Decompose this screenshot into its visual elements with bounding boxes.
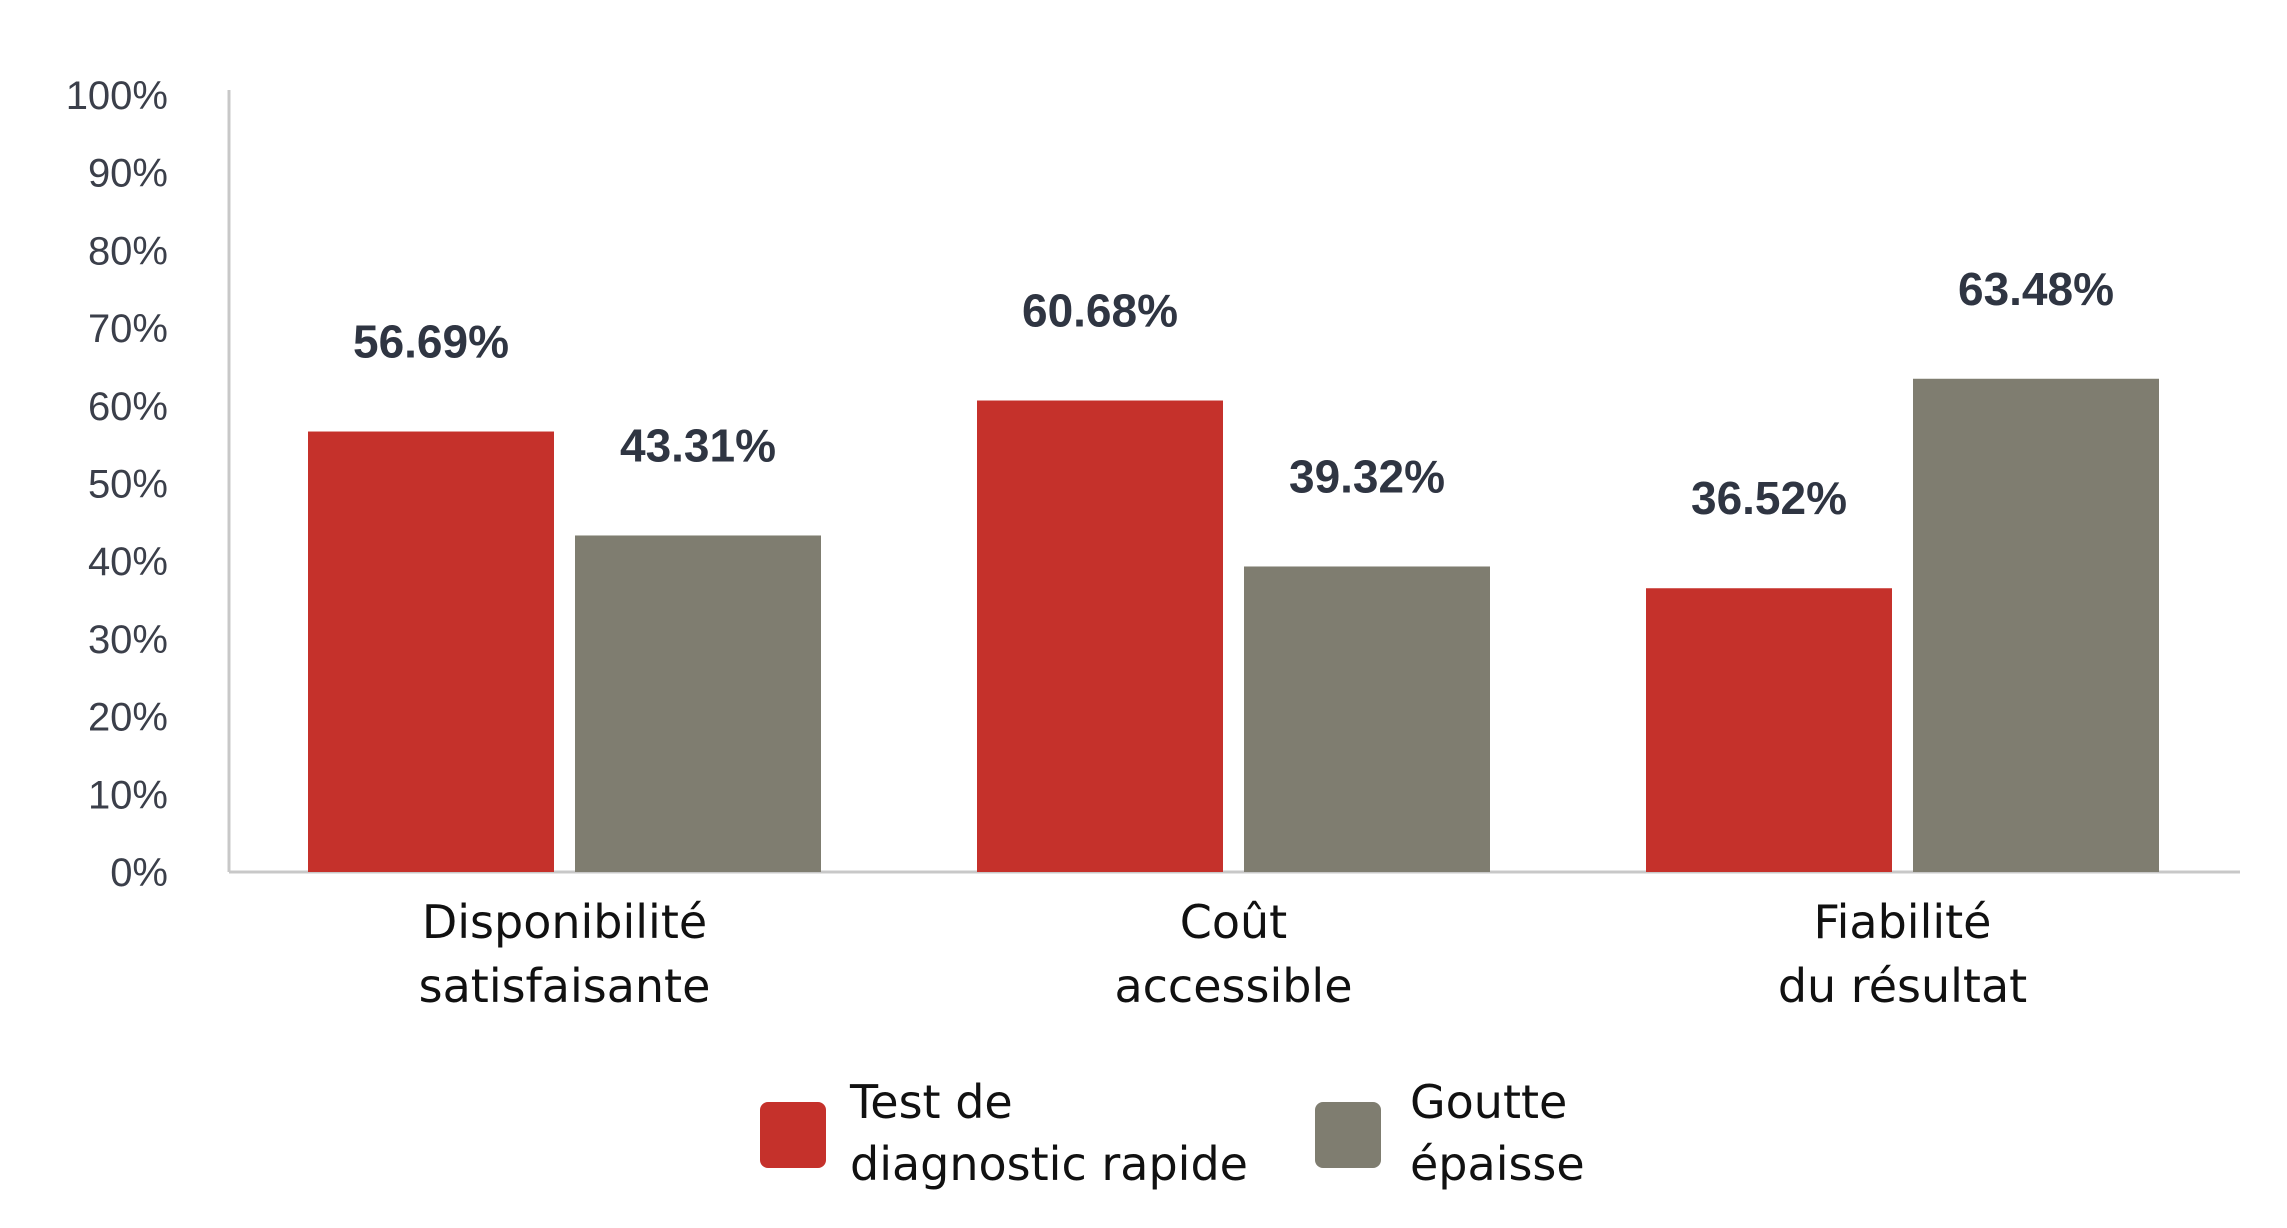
y-tick-label: 50% [88,463,168,507]
y-tick-label: 70% [88,307,168,351]
y-tick-label: 100% [66,74,168,118]
y-axis-ticks: 0% 10% 20% 30% 40% 50% 60% 70% 80% 90% 100% [66,74,168,895]
legend-label: Test de [849,1075,1013,1129]
x-category-label: Coût [1180,895,1287,949]
legend-label: Goutte [1410,1075,1567,1129]
bar [1646,588,1892,872]
legend-label: diagnostic rapide [850,1137,1248,1191]
legend-label: épaisse [1410,1137,1585,1191]
x-category-label: Disponibilité [422,895,707,949]
y-tick-label: 20% [88,696,168,740]
data-labels-group: 56.69% 43.31% 60.68% 39.32% 36.52% 63.48% [353,263,2114,524]
y-tick-label: 80% [88,229,168,273]
y-tick-label: 10% [88,773,168,817]
bar [977,400,1223,872]
data-label: 36.52% [1691,472,1847,524]
x-category-label: satisfaisante [419,959,711,1013]
data-label: 63.48% [1958,263,2114,315]
x-axis-categories: Disponibilité satisfaisante Coût accessible… [419,895,2028,1013]
y-tick-label: 40% [88,540,168,584]
bar [1913,378,2159,872]
y-tick-label: 60% [88,385,168,429]
y-tick-label: 90% [88,152,168,196]
x-category-label: Fiabilité [1814,895,1992,949]
bars-group [308,378,2159,872]
legend: Test de diagnostic rapide Goutte épaisse [760,1075,1585,1191]
legend-swatch [760,1102,826,1168]
data-label: 56.69% [353,316,509,368]
y-tick-label: 0% [110,851,168,895]
bar [1244,566,1490,872]
bar [575,535,821,872]
x-category-label: du résultat [1778,959,2027,1013]
y-tick-label: 30% [88,618,168,662]
x-category-label: accessible [1114,959,1352,1013]
data-label: 60.68% [1022,285,1178,337]
data-label: 39.32% [1289,450,1445,502]
legend-swatch [1315,1102,1381,1168]
data-label: 43.31% [620,419,776,471]
bar [308,431,554,872]
